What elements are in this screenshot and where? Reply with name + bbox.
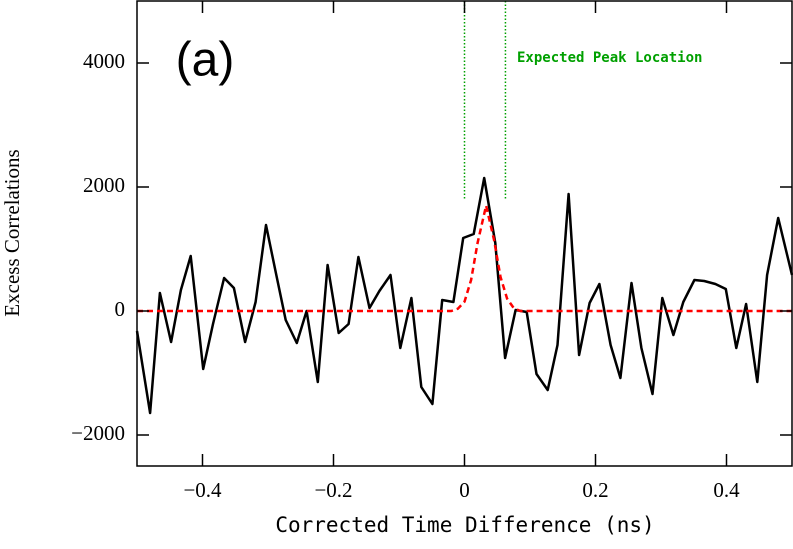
x-tick-label: −0.2 xyxy=(314,478,352,502)
y-axis-label: Excess Correlations xyxy=(0,149,24,316)
x-tick-label: 0.4 xyxy=(713,478,740,502)
y-tick-label: −2000 xyxy=(71,421,125,445)
annotation: Expected Peak Location xyxy=(517,50,702,66)
y-tick-label: 0 xyxy=(115,297,126,321)
x-axis-label: Corrected Time Difference (ns) xyxy=(275,513,654,537)
data-line xyxy=(135,176,793,415)
data-line xyxy=(137,204,792,313)
x-tick-label: −0.4 xyxy=(183,478,222,502)
x-tick-label: 0 xyxy=(459,478,470,502)
x-tick-label: 0.2 xyxy=(582,478,608,502)
plot-frame xyxy=(136,0,793,467)
y-tick-label: 2000 xyxy=(83,173,125,197)
y-tick-label: 4000 xyxy=(83,49,125,73)
panel-label: (a) xyxy=(176,34,235,87)
